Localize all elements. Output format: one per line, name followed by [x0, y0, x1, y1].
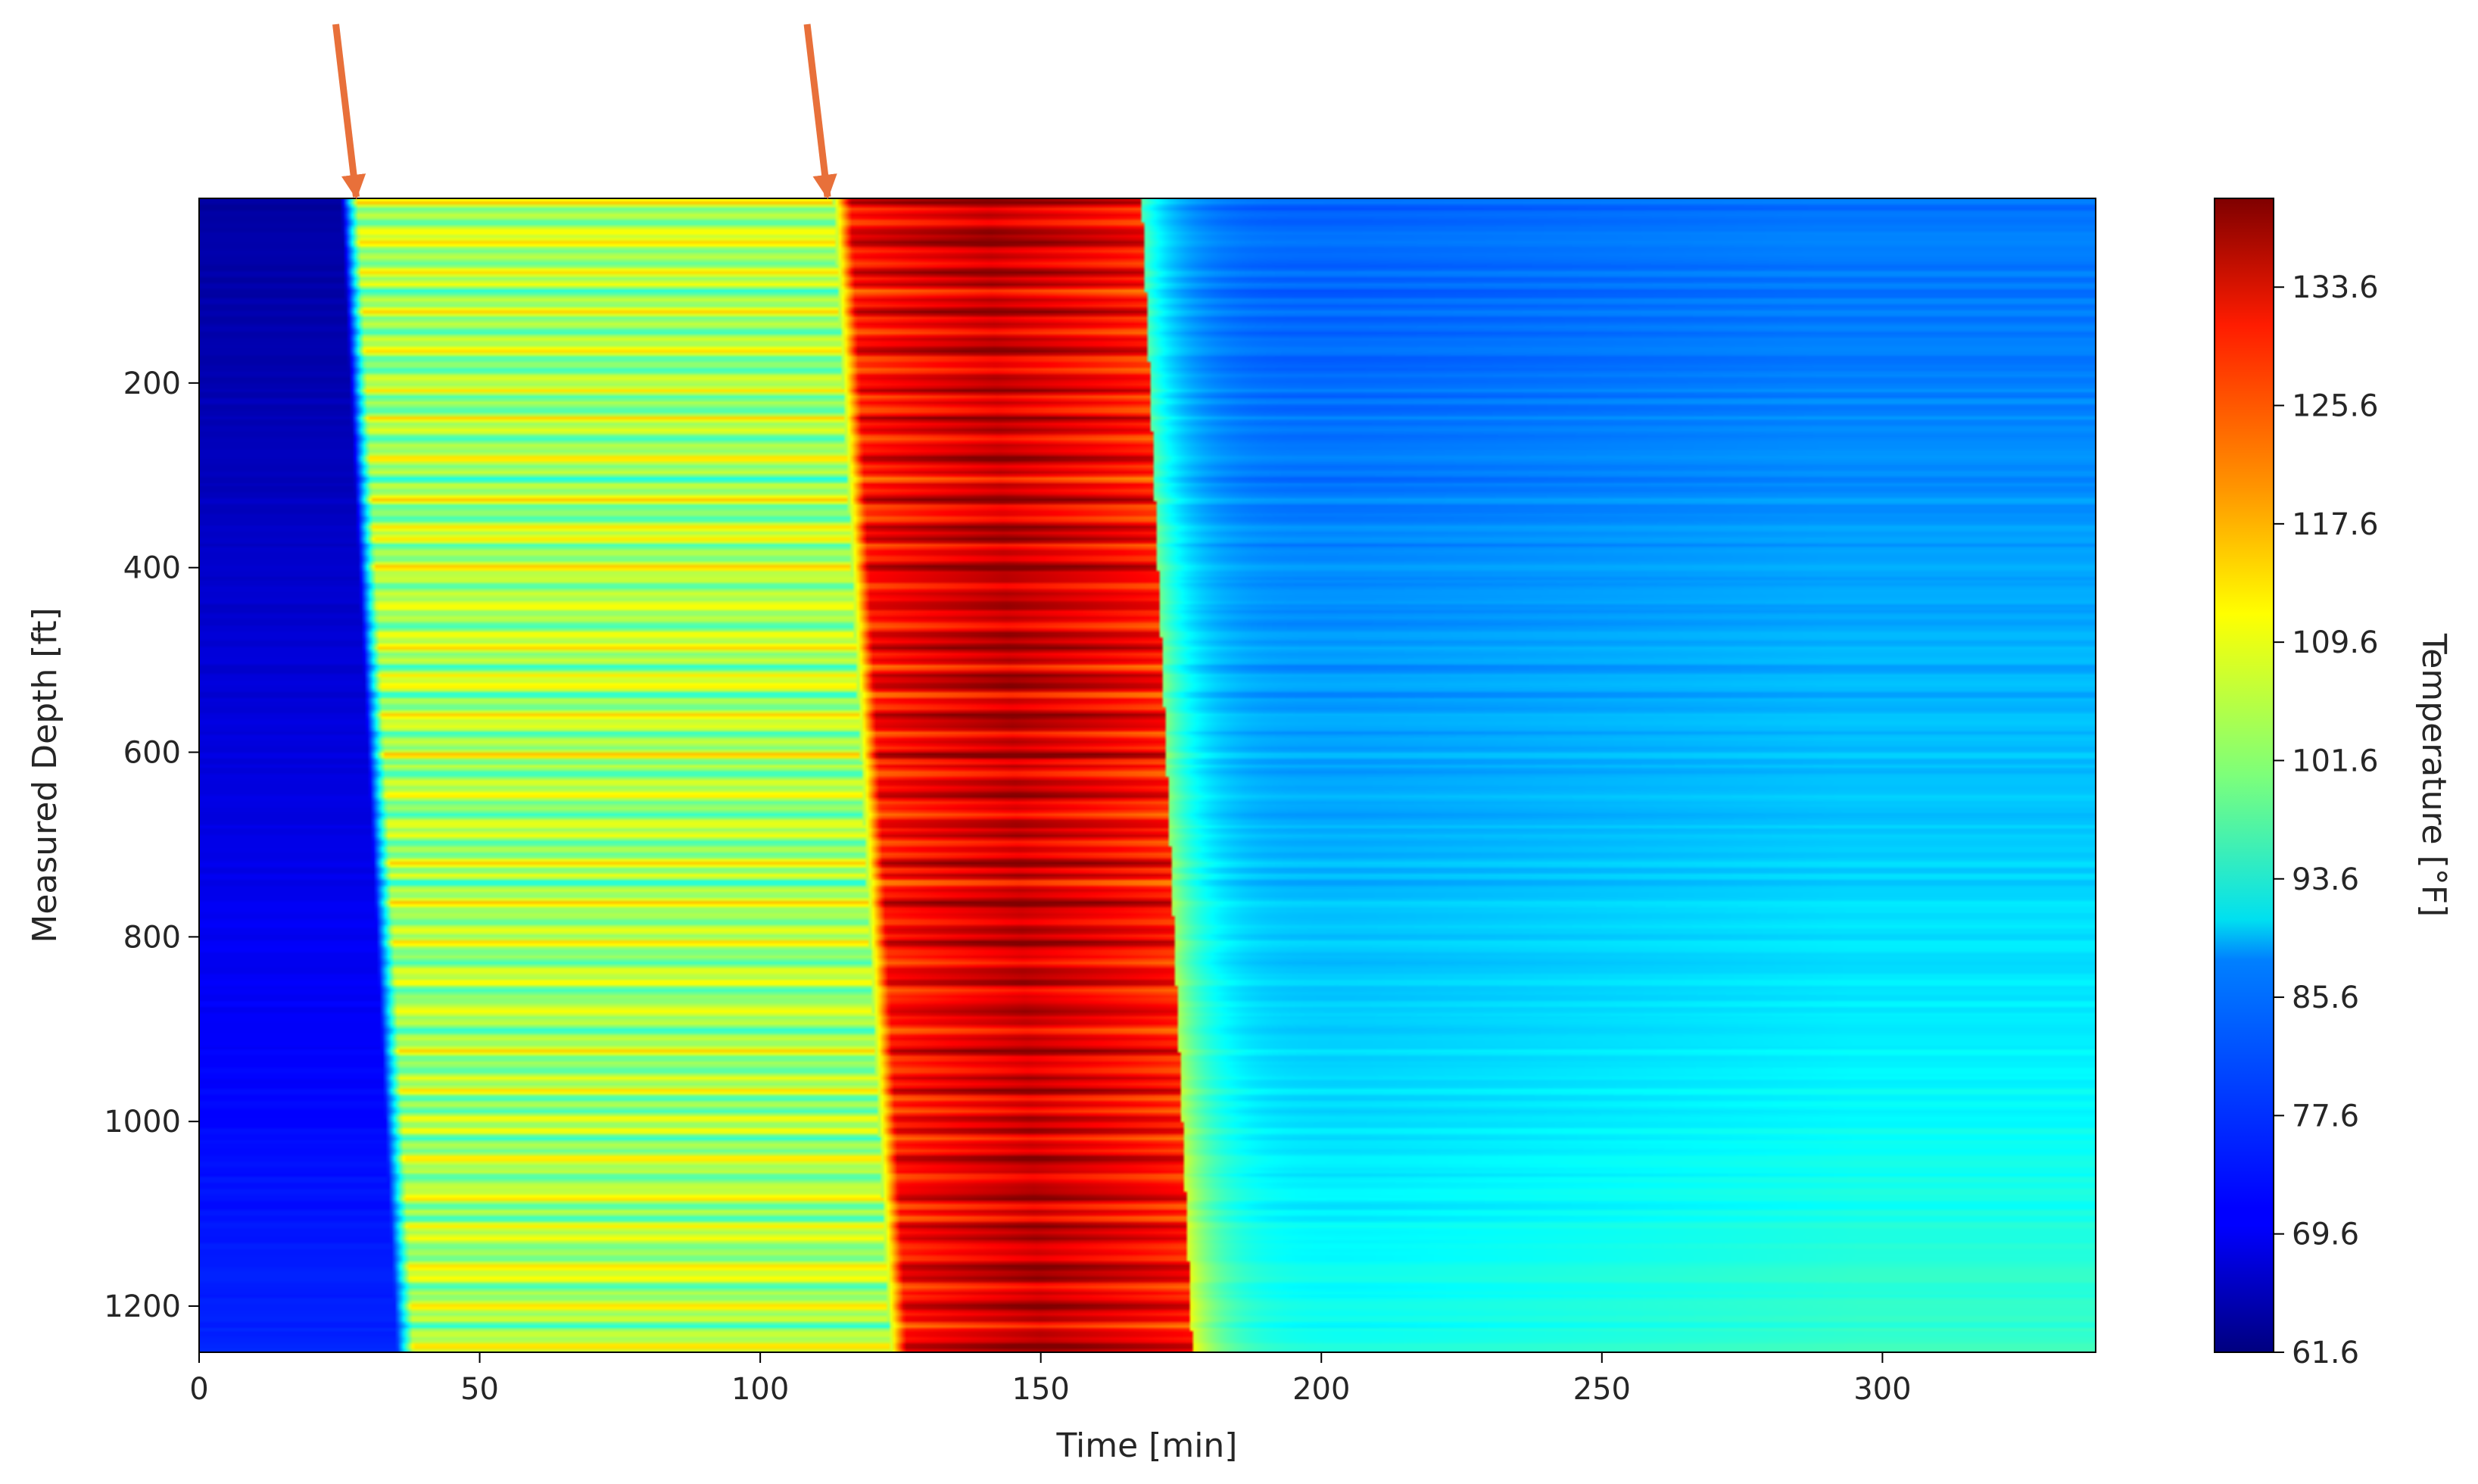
y-tick-label: 1000 — [104, 1105, 181, 1140]
y-tick-label: 600 — [123, 736, 181, 771]
colorbar-tick-label: 93.6 — [2292, 862, 2359, 897]
colorbar-gradient — [2214, 198, 2274, 1353]
annotation-arrows — [332, 23, 837, 200]
colorbar-tick-label: 61.6 — [2292, 1336, 2359, 1370]
annotation-arrow — [332, 23, 366, 200]
x-axis-label: Time [min] — [1056, 1426, 1238, 1465]
colorbar-tick-label: 117.6 — [2292, 507, 2379, 542]
x-tick-label: 150 — [1012, 1372, 1070, 1407]
x-tick-label: 100 — [731, 1372, 789, 1407]
annotation-arrow — [803, 23, 837, 200]
y-tick-label: 200 — [123, 366, 181, 401]
colorbar-tick-label: 69.6 — [2292, 1217, 2359, 1252]
heatmap-image — [199, 198, 2096, 1352]
x-tick-label: 200 — [1292, 1372, 1350, 1407]
colorbar-tick-label: 77.6 — [2292, 1099, 2359, 1133]
y-axis-label: Measured Depth [ft] — [26, 607, 64, 943]
colorbar-tick-label: 125.6 — [2292, 389, 2379, 424]
y-tick-label: 800 — [123, 920, 181, 955]
y-tick-label: 400 — [123, 551, 181, 586]
colorbar-tick-label: 109.6 — [2292, 625, 2379, 660]
x-axis: 0 50 100 150 200 250 300 — [189, 1352, 1912, 1407]
x-tick-label: 0 — [189, 1372, 208, 1407]
x-tick-label: 250 — [1573, 1372, 1631, 1407]
colorbar-tick-label: 133.6 — [2292, 270, 2379, 305]
y-axis: 200 400 600 800 1000 1200 — [104, 366, 199, 1324]
y-tick-label: 1200 — [104, 1289, 181, 1324]
colorbar-ticks: 61.6 69.6 77.6 85.6 93.6 101.6 109.6 117.6 125.6… — [2274, 270, 2379, 1370]
x-tick-label: 50 — [460, 1372, 499, 1407]
x-tick-label: 300 — [1853, 1372, 1911, 1407]
colorbar-tick-label: 85.6 — [2292, 980, 2359, 1015]
colorbar: 61.6 69.6 77.6 85.6 93.6 101.6 109.6 117.6 125.6… — [2214, 198, 2453, 1370]
colorbar-label: Temperature [°F] — [2414, 633, 2453, 917]
plot-frame — [198, 198, 2096, 1353]
colorbar-tick-label: 101.6 — [2292, 744, 2379, 778]
heatmap-area — [199, 198, 2096, 1352]
